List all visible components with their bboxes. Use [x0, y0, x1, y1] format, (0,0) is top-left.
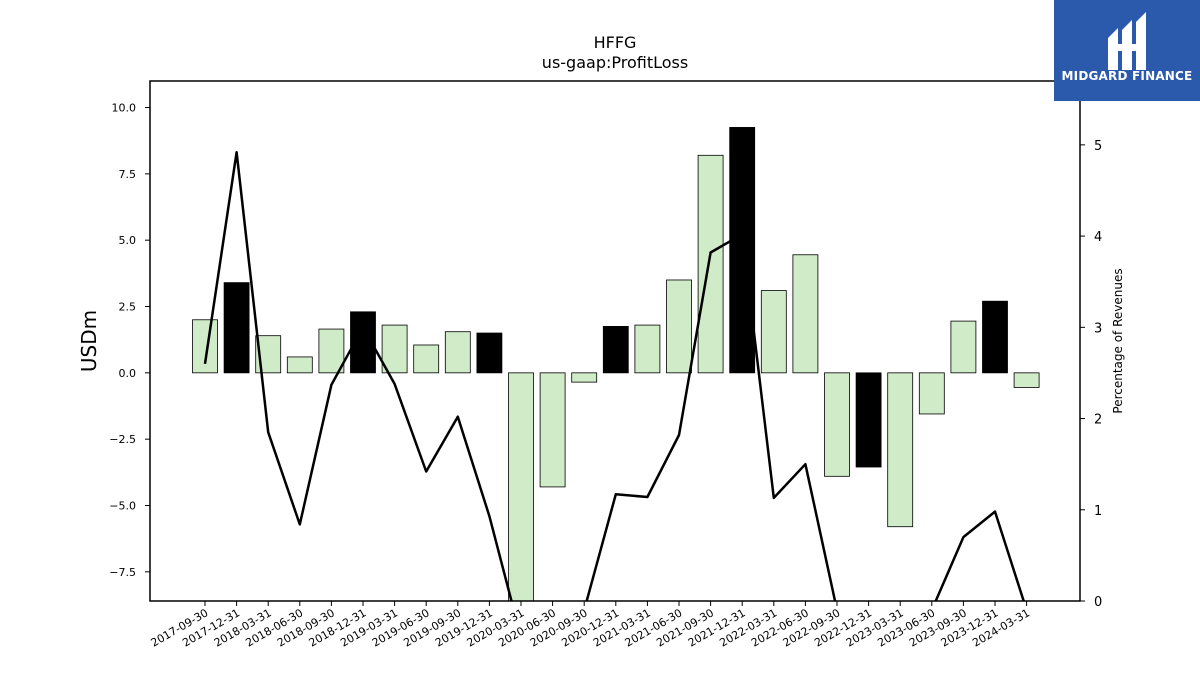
y-axis-right-label: Percentage of Revenues [1111, 268, 1125, 413]
y-tick-label: −2.5 [109, 433, 136, 446]
bar-2020-09-30 [571, 372, 598, 383]
bar-2023-03-31 [887, 372, 914, 528]
y-tick-label: −7.5 [109, 566, 136, 579]
y-right-tick-label: 3 [1094, 321, 1102, 336]
line-group [203, 150, 1025, 601]
bar-2023-06-30 [918, 372, 945, 415]
bar-2018-06-30 [286, 356, 313, 374]
y-axis-left: −7.5 −5.0 −2.5 0.0 2.5 5.0 7.5 10.0 [109, 102, 150, 579]
chart-subtitle: us-gaap:ProfitLoss [542, 53, 688, 72]
bar-2022-09-30 [824, 372, 850, 477]
bar-2021-09-30 [697, 154, 724, 374]
bar-2019-06-30 [413, 344, 440, 374]
bar-2020-03-31 [508, 372, 534, 601]
bar-2021-03-31 [634, 324, 661, 374]
y-right-tick-label: 2 [1094, 413, 1102, 428]
logo-text: MIDGARD FINANCE [1061, 69, 1193, 83]
y-tick-label: 0.0 [119, 367, 137, 380]
y-axis-label: USDm [77, 310, 101, 372]
bar-2017-09-30 [192, 319, 218, 374]
bar-2021-12-31 [729, 127, 756, 374]
y-tick-label: 10.0 [112, 102, 137, 115]
y-right-tick-label: 4 [1094, 230, 1102, 245]
y-tick-label: 2.5 [119, 301, 137, 314]
percentage-line [203, 150, 1025, 601]
bar-2020-06-30 [539, 372, 566, 488]
y-right-tick-label: 5 [1094, 139, 1102, 154]
bar-2019-09-30 [444, 331, 471, 374]
x-axis: 2017-09-302017-12-312018-03-312018-06-30… [149, 601, 1032, 650]
bar-2022-03-31 [760, 290, 787, 374]
bar-2022-06-30 [792, 254, 819, 374]
y-tick-label: 5.0 [119, 234, 137, 247]
bar-2019-12-31 [476, 332, 503, 374]
y-right-tick-label: 1 [1094, 504, 1102, 519]
bar-2020-12-31 [602, 326, 629, 374]
logo-mark-icon [1108, 12, 1146, 70]
bar-2022-12-31 [855, 372, 882, 468]
plot-frame [149, 80, 1081, 602]
bar-2024-03-31 [1013, 372, 1040, 388]
bar-2021-06-30 [666, 279, 692, 374]
bar-2023-09-30 [950, 320, 977, 374]
bar-2019-03-31 [381, 324, 408, 374]
bar-2023-12-31 [982, 300, 1008, 374]
y-right-tick-label: 0 [1094, 595, 1102, 610]
y-tick-label: −5.0 [109, 499, 136, 512]
bar-2018-09-30 [318, 328, 345, 374]
chart-title: HFFG [594, 33, 637, 52]
bar-2017-12-31 [223, 282, 250, 374]
y-axis-right: 0 1 2 3 4 5 [1080, 139, 1102, 610]
midgard-finance-logo: MIDGARD FINANCE [1054, 0, 1200, 101]
bars-group [192, 127, 1040, 601]
y-tick-label: 7.5 [119, 168, 137, 181]
